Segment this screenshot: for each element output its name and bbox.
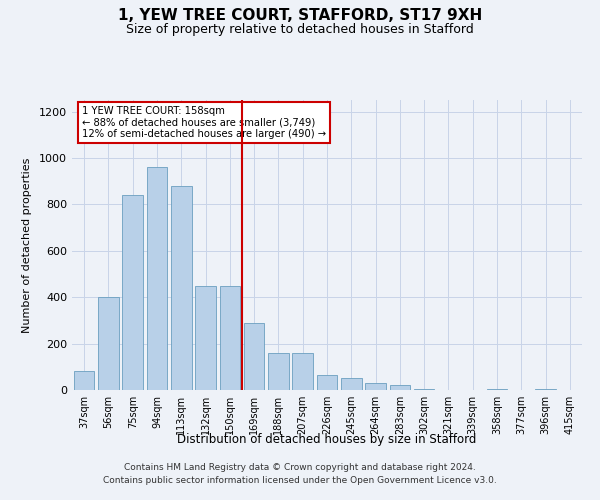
Y-axis label: Number of detached properties: Number of detached properties <box>22 158 32 332</box>
Bar <box>292 353 313 390</box>
Bar <box>146 168 167 390</box>
Text: Distribution of detached houses by size in Stafford: Distribution of detached houses by size … <box>178 432 476 446</box>
Text: 1 YEW TREE COURT: 158sqm
← 88% of detached houses are smaller (3,749)
12% of sem: 1 YEW TREE COURT: 158sqm ← 88% of detach… <box>82 106 326 139</box>
Bar <box>98 297 119 390</box>
Bar <box>389 386 410 390</box>
Bar <box>341 378 362 390</box>
Text: 1, YEW TREE COURT, STAFFORD, ST17 9XH: 1, YEW TREE COURT, STAFFORD, ST17 9XH <box>118 8 482 22</box>
Bar <box>317 375 337 390</box>
Bar <box>195 286 216 390</box>
Bar <box>268 353 289 390</box>
Bar <box>122 195 143 390</box>
Text: Contains public sector information licensed under the Open Government Licence v3: Contains public sector information licen… <box>103 476 497 485</box>
Text: Contains HM Land Registry data © Crown copyright and database right 2024.: Contains HM Land Registry data © Crown c… <box>124 462 476 471</box>
Bar <box>220 286 240 390</box>
Bar <box>535 389 556 390</box>
Bar <box>414 389 434 390</box>
Bar <box>171 186 191 390</box>
Text: Size of property relative to detached houses in Stafford: Size of property relative to detached ho… <box>126 22 474 36</box>
Bar <box>74 372 94 390</box>
Bar <box>244 322 265 390</box>
Bar <box>365 383 386 390</box>
Bar <box>487 389 508 390</box>
